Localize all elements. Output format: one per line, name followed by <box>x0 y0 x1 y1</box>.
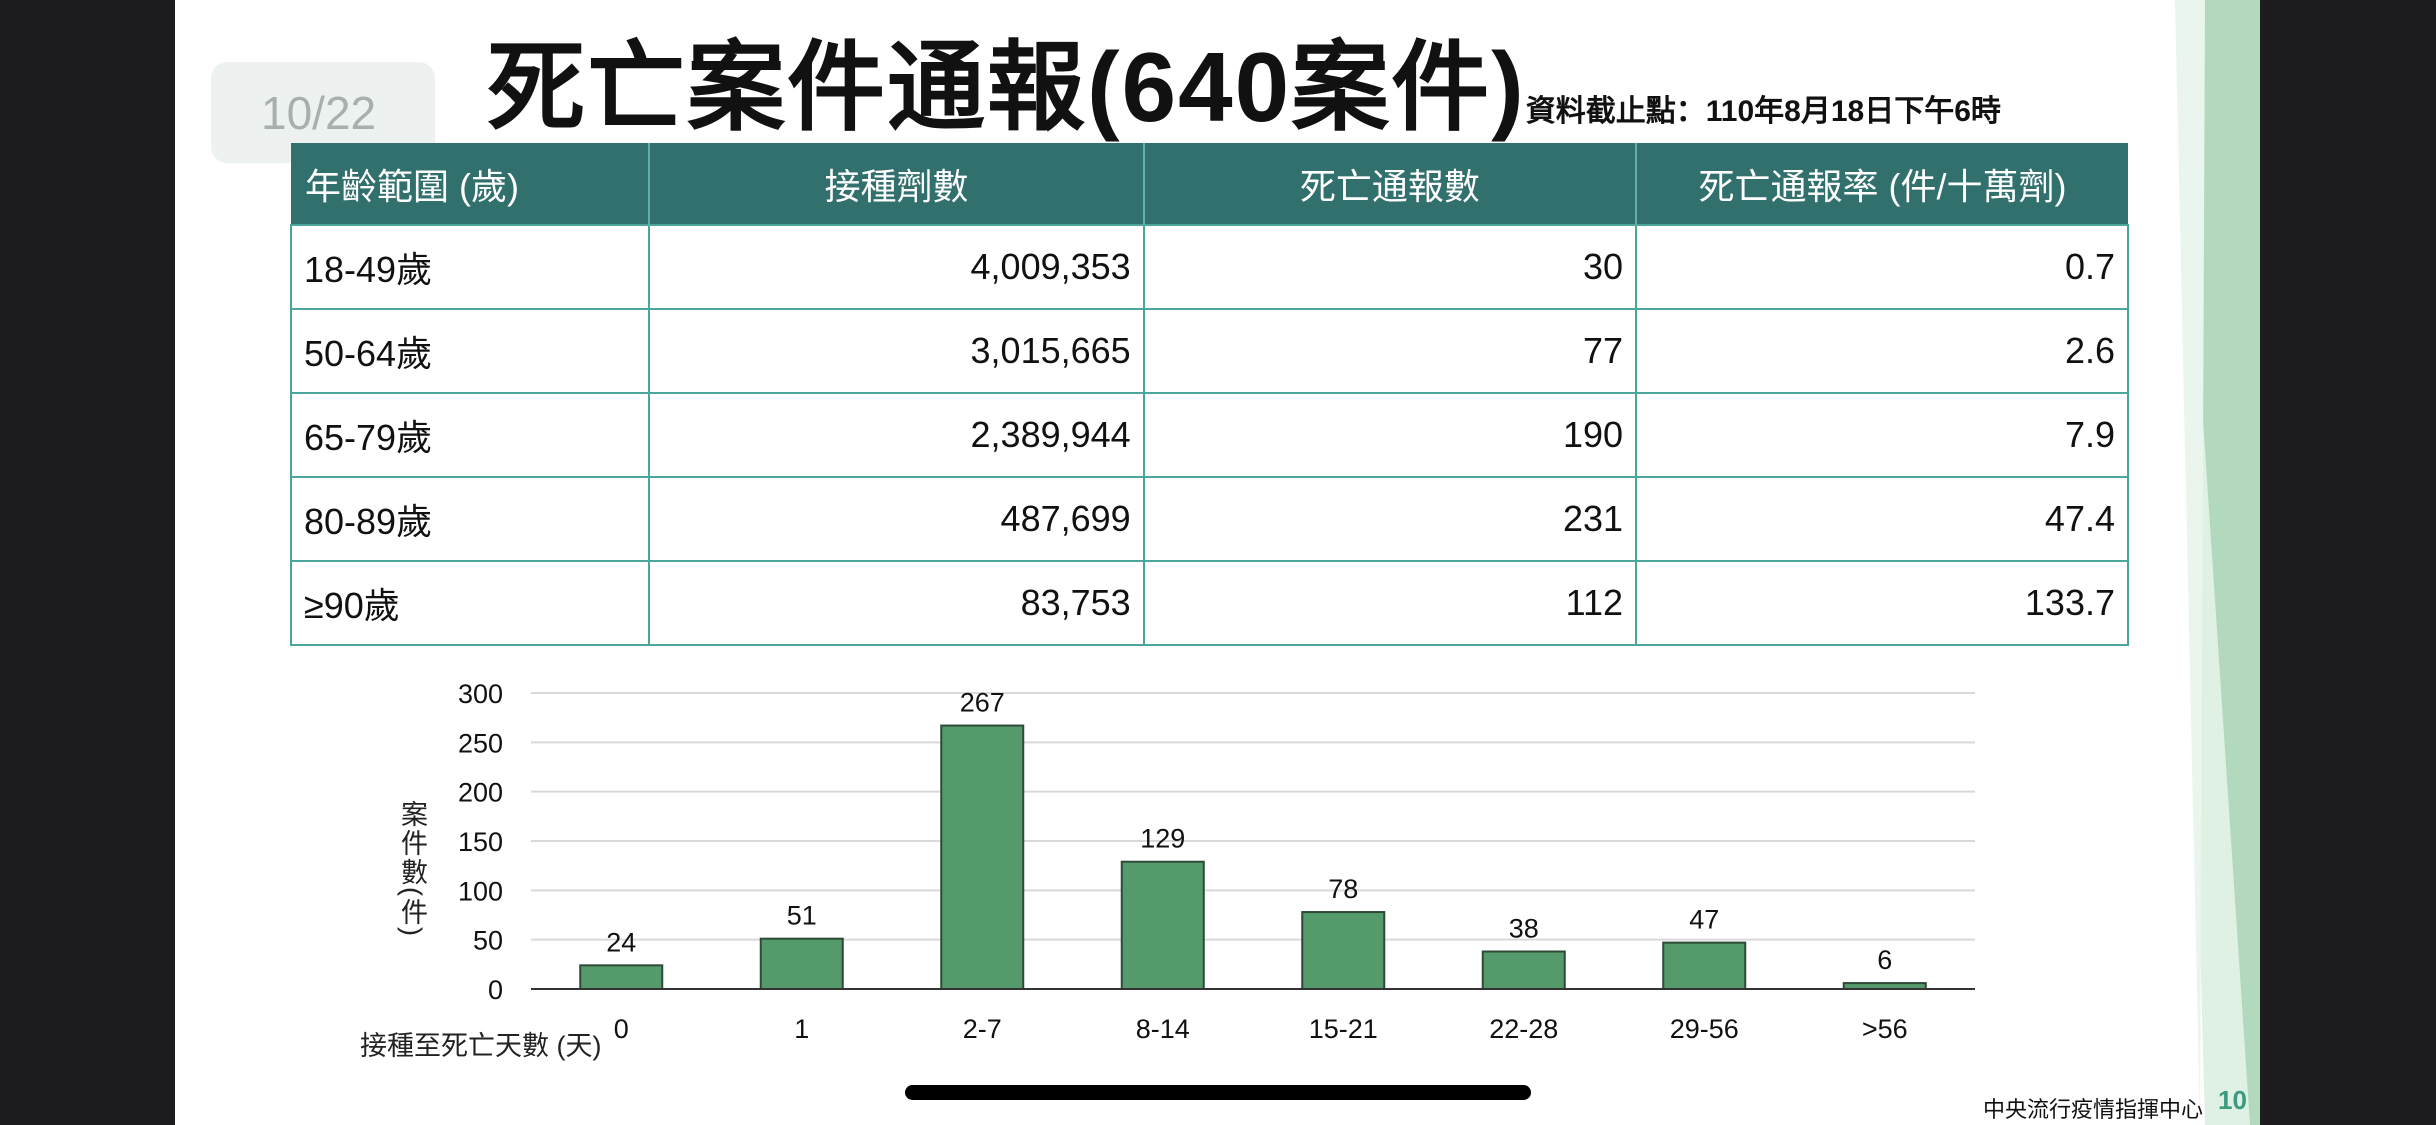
x-tick-label: >56 <box>1862 1014 1908 1044</box>
data-label: 38 <box>1509 914 1539 944</box>
table-row: 18-49歲 4,009,353 30 0.7 <box>289 224 2129 310</box>
y-axis-title: 案件數(件) <box>397 800 428 938</box>
home-indicator[interactable] <box>905 1085 1531 1100</box>
table-cell: 133.7 <box>1635 560 2129 646</box>
table-cell: 4,009,353 <box>648 224 1145 310</box>
slide-decoration <box>2175 0 2260 1125</box>
x-tick-label: 0 <box>614 1014 629 1044</box>
table-cell: 47.4 <box>1635 476 2129 562</box>
table-cell: 112 <box>1142 560 1638 646</box>
x-tick-label: 8-14 <box>1136 1014 1190 1044</box>
table-cell: 50-64歲 <box>289 308 651 394</box>
table-cell: ≥90歲 <box>289 560 651 646</box>
bar <box>1301 911 1386 990</box>
table-cell: 80-89歲 <box>289 476 651 562</box>
slide-title: 死亡案件通報(640案件)資料截止點：110年8月18日下午6時 <box>487 8 2001 150</box>
y-tick-label: 150 <box>458 827 503 857</box>
x-tick-label: 2-7 <box>963 1014 1002 1044</box>
y-tick-label: 50 <box>473 926 503 956</box>
table-row: 50-64歲 3,015,665 77 2.6 <box>289 308 2129 394</box>
x-axis-title: 接種至死亡天數 (天) <box>360 1031 601 1061</box>
bar <box>759 937 844 990</box>
y-tick-label: 100 <box>458 876 503 906</box>
table-cell: 77 <box>1142 308 1638 394</box>
title-subtitle: 資料截止點：110年8月18日下午6時 <box>1525 95 2001 128</box>
x-tick-label: 15-21 <box>1309 1014 1378 1044</box>
table-cell: 487,699 <box>648 476 1145 562</box>
data-label: 78 <box>1328 874 1358 904</box>
bar <box>1120 860 1205 990</box>
x-tick-label: 1 <box>794 1014 809 1044</box>
bar <box>940 724 1025 990</box>
table-cell: 30 <box>1142 224 1638 310</box>
bar <box>1481 950 1566 990</box>
x-tick-label: 22-28 <box>1489 1014 1558 1044</box>
table-cell: 2.6 <box>1635 308 2129 394</box>
footer-org: 中央流行疫情指揮中心 <box>1983 1097 2204 1122</box>
table-header-row: 年齡範圍 (歲) 接種劑數 死亡通報數 死亡通報率 (件/十萬劑) <box>291 143 2128 225</box>
table-row: ≥90歲 83,753 112 133.7 <box>289 560 2129 646</box>
x-tick-label: 29-56 <box>1670 1014 1739 1044</box>
data-label: 24 <box>606 927 636 957</box>
bar <box>1662 941 1747 990</box>
table-cell: 7.9 <box>1635 392 2129 478</box>
title-main: 死亡案件通報(640案件) <box>487 32 1526 142</box>
table-cell: 2,389,944 <box>648 392 1145 478</box>
table-cell: 190 <box>1142 392 1638 478</box>
page-number: 10 <box>2218 1085 2247 1115</box>
y-tick-label: 0 <box>488 975 503 1005</box>
table-cell: 3,015,665 <box>648 308 1145 394</box>
column-header: 死亡通報率 (件/十萬劑) <box>1635 143 2128 225</box>
column-header: 接種劑數 <box>648 143 1144 225</box>
data-label: 267 <box>960 688 1005 718</box>
table-row: 65-79歲 2,389,944 190 7.9 <box>289 392 2129 478</box>
y-tick-label: 200 <box>458 778 503 808</box>
death-report-table: 年齡範圍 (歲) 接種劑數 死亡通報數 死亡通報率 (件/十萬劑) 18-49歲 4,0… <box>289 143 2129 646</box>
bar <box>579 964 664 991</box>
data-label: 51 <box>787 901 817 931</box>
table-row: 80-89歲 487,699 231 47.4 <box>289 476 2129 562</box>
table-cell: 0.7 <box>1635 224 2129 310</box>
column-header: 年齡範圍 (歲) <box>291 143 650 225</box>
table-cell: 83,753 <box>648 560 1145 646</box>
data-label: 47 <box>1689 905 1719 935</box>
data-label: 129 <box>1140 824 1185 854</box>
y-tick-label: 250 <box>458 728 503 758</box>
data-label: 6 <box>1877 945 1892 975</box>
table-cell: 65-79歲 <box>289 392 651 478</box>
table-cell: 231 <box>1142 476 1638 562</box>
column-header: 死亡通報數 <box>1142 143 1637 225</box>
table-cell: 18-49歲 <box>289 224 651 310</box>
y-tick-label: 300 <box>458 679 503 709</box>
